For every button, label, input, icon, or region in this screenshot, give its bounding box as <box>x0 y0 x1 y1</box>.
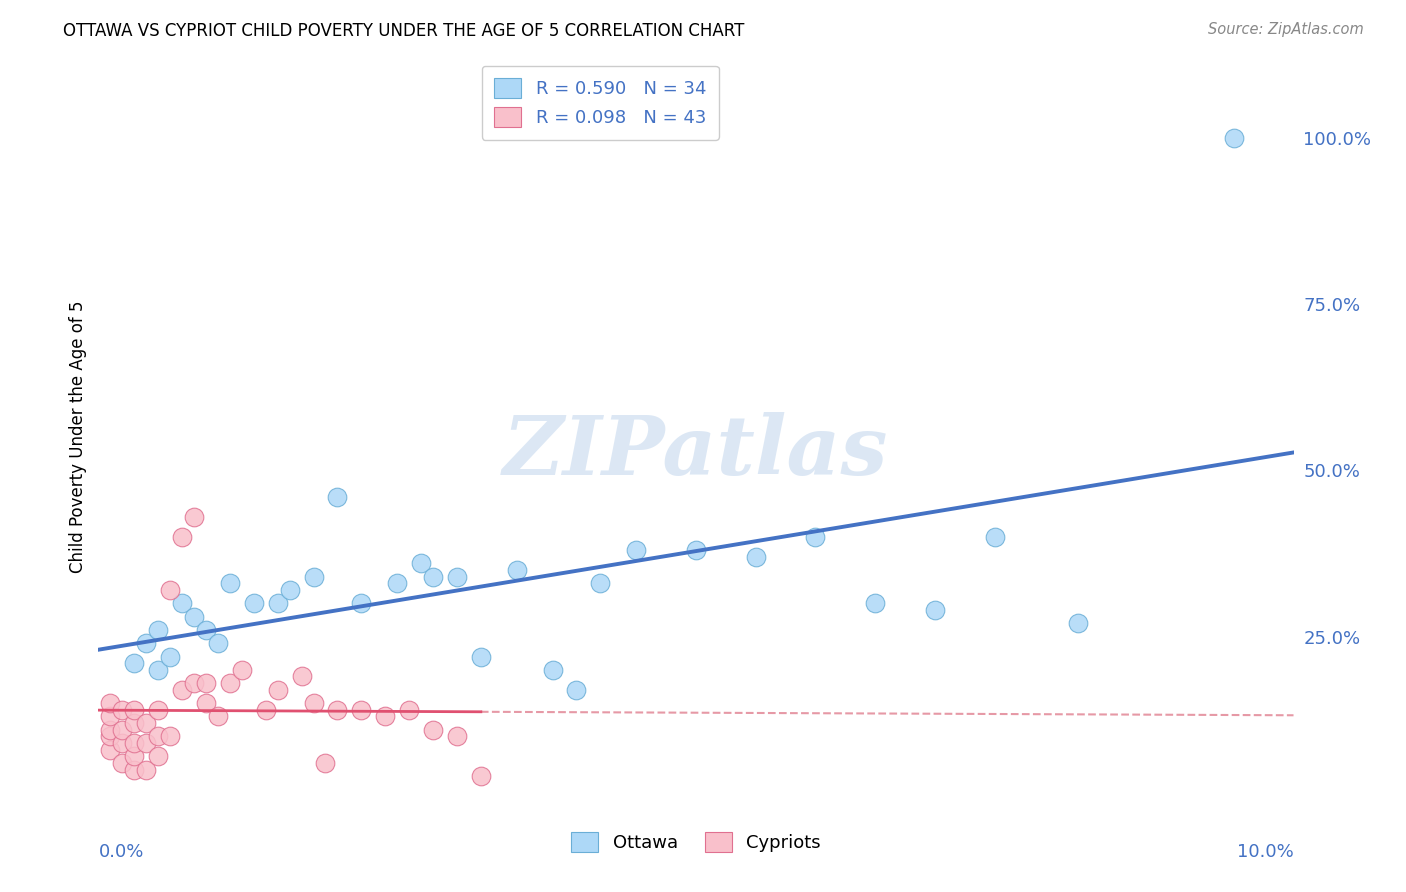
Point <box>470 769 492 783</box>
Point <box>195 676 218 690</box>
Point <box>804 530 827 544</box>
Point <box>124 749 146 764</box>
Point <box>398 703 420 717</box>
Text: OTTAWA VS CYPRIOT CHILD POVERTY UNDER THE AGE OF 5 CORRELATION CHART: OTTAWA VS CYPRIOT CHILD POVERTY UNDER TH… <box>63 22 745 40</box>
Point <box>148 623 170 637</box>
Point <box>315 756 337 770</box>
Point <box>135 716 157 731</box>
Point <box>446 570 468 584</box>
Point <box>148 703 170 717</box>
Point <box>231 663 253 677</box>
Point <box>98 742 122 756</box>
Point <box>422 570 444 584</box>
Point <box>685 543 707 558</box>
Point <box>278 582 301 597</box>
Point <box>243 596 266 610</box>
Point <box>98 696 122 710</box>
Point <box>148 729 170 743</box>
Point <box>111 736 134 750</box>
Point <box>541 663 564 677</box>
Point <box>984 530 1007 544</box>
Text: 0.0%: 0.0% <box>98 843 143 861</box>
Point <box>446 729 468 743</box>
Point <box>207 709 229 723</box>
Point <box>374 709 396 723</box>
Point <box>291 669 314 683</box>
Point <box>302 696 325 710</box>
Y-axis label: Child Poverty Under the Age of 5: Child Poverty Under the Age of 5 <box>69 301 87 574</box>
Point <box>111 703 134 717</box>
Point <box>124 656 146 670</box>
Point <box>98 723 122 737</box>
Point <box>195 696 218 710</box>
Point <box>350 703 373 717</box>
Point <box>924 603 946 617</box>
Point <box>159 582 181 597</box>
Point <box>326 490 349 504</box>
Legend: Ottawa, Cypriots: Ottawa, Cypriots <box>564 825 828 860</box>
Text: Source: ZipAtlas.com: Source: ZipAtlas.com <box>1208 22 1364 37</box>
Point <box>589 576 612 591</box>
Point <box>506 563 529 577</box>
Point <box>124 736 146 750</box>
Point <box>1223 131 1246 145</box>
Point <box>159 729 181 743</box>
Point <box>159 649 181 664</box>
Point <box>745 549 768 564</box>
Point <box>124 703 146 717</box>
Point <box>565 682 588 697</box>
Point <box>1067 616 1090 631</box>
Point <box>302 570 325 584</box>
Point <box>219 676 242 690</box>
Point <box>98 709 122 723</box>
Point <box>172 682 194 697</box>
Point <box>865 596 887 610</box>
Point <box>135 736 157 750</box>
Point <box>98 729 122 743</box>
Point <box>626 543 648 558</box>
Point <box>148 749 170 764</box>
Text: ZIPatlas: ZIPatlas <box>503 412 889 491</box>
Point <box>267 682 290 697</box>
Point <box>326 703 349 717</box>
Point <box>172 596 194 610</box>
Point <box>385 576 409 591</box>
Text: 10.0%: 10.0% <box>1237 843 1294 861</box>
Point <box>111 756 134 770</box>
Point <box>195 623 218 637</box>
Point <box>135 763 157 777</box>
Point <box>470 649 492 664</box>
Point <box>267 596 290 610</box>
Point <box>254 703 277 717</box>
Point <box>183 676 205 690</box>
Point <box>124 716 146 731</box>
Point <box>207 636 229 650</box>
Point <box>422 723 444 737</box>
Point <box>172 530 194 544</box>
Point <box>411 557 433 571</box>
Point <box>111 723 134 737</box>
Point <box>135 636 157 650</box>
Point <box>183 509 205 524</box>
Point <box>350 596 373 610</box>
Point <box>124 763 146 777</box>
Point <box>183 609 205 624</box>
Point <box>148 663 170 677</box>
Point <box>219 576 242 591</box>
